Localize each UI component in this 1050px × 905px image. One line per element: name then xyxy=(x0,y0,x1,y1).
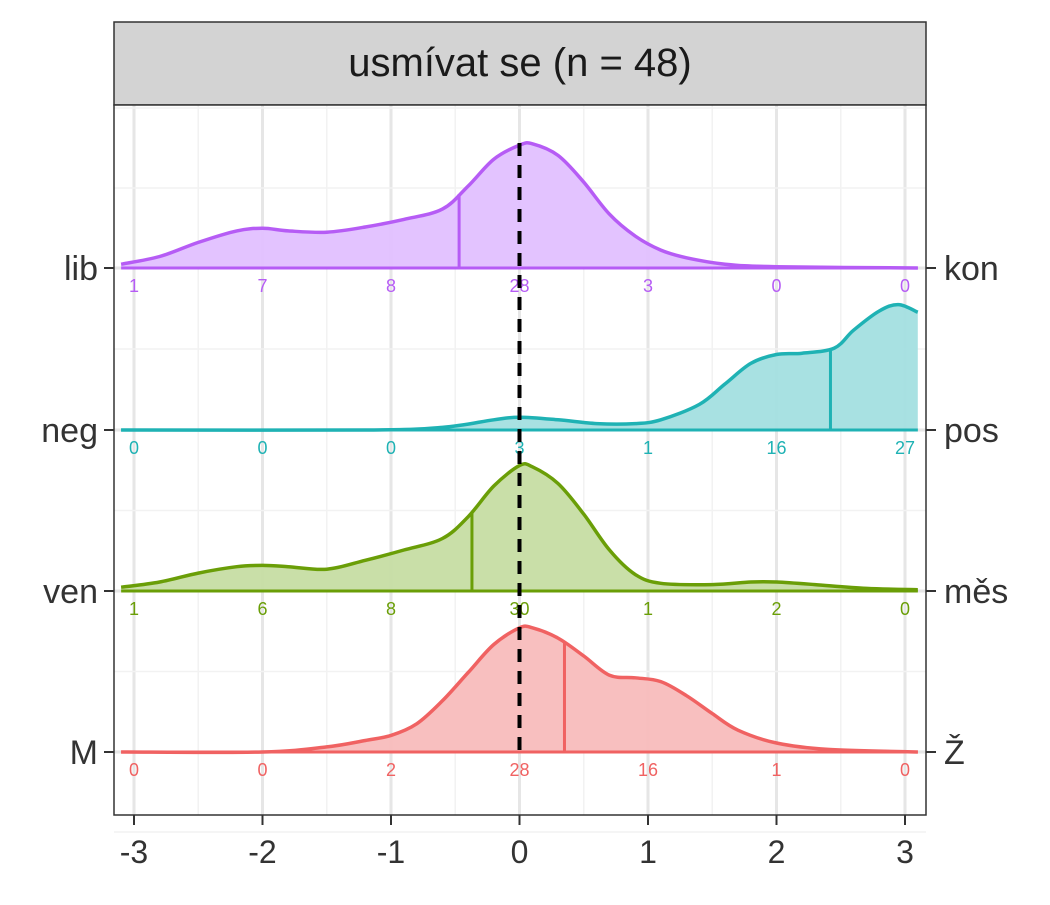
x-tick-label: -3 xyxy=(120,834,148,870)
count-label: 0 xyxy=(771,276,781,296)
y-label-right: kon xyxy=(944,250,999,288)
x-tick-label: -2 xyxy=(248,834,276,870)
y-label-left: M xyxy=(70,734,98,772)
strip-background xyxy=(113,21,927,106)
count-label: 3 xyxy=(643,276,653,296)
count-label: 1 xyxy=(129,599,139,619)
y-label-left: lib xyxy=(64,250,98,288)
count-label: 0 xyxy=(129,438,139,458)
count-label: 3 xyxy=(514,438,524,458)
count-label: 8 xyxy=(386,276,396,296)
count-label: 0 xyxy=(386,438,396,458)
count-label: 0 xyxy=(257,438,267,458)
count-label: 2 xyxy=(386,760,396,780)
count-label: 8 xyxy=(386,599,396,619)
count-label: 1 xyxy=(771,760,781,780)
density-curve xyxy=(121,624,918,755)
density-ridge-lib xyxy=(120,141,918,270)
density-curve xyxy=(121,302,919,432)
count-label: 0 xyxy=(900,276,910,296)
x-tick-label: -1 xyxy=(377,834,405,870)
count-label: 16 xyxy=(638,760,658,780)
x-tick-label: 1 xyxy=(639,834,657,870)
x-tick-label: 3 xyxy=(896,834,914,870)
density-curve xyxy=(120,462,918,592)
count-label: 1 xyxy=(643,438,653,458)
count-label: 0 xyxy=(257,760,267,780)
count-label: 1 xyxy=(129,276,139,296)
y-label-right: měs xyxy=(944,573,1008,611)
density-ridge-M xyxy=(121,624,918,755)
count-label: 2 xyxy=(771,599,781,619)
density-area xyxy=(121,142,918,268)
count-label: 1 xyxy=(643,599,653,619)
y-label-right: pos xyxy=(944,412,999,450)
y-label-left: ven xyxy=(43,573,98,611)
density-area xyxy=(121,626,918,753)
density-area xyxy=(121,304,918,431)
count-label: 7 xyxy=(257,276,267,296)
count-label: 0 xyxy=(129,760,139,780)
count-label: 16 xyxy=(766,438,786,458)
y-label-right: Ž xyxy=(944,734,965,772)
count-label: 0 xyxy=(900,599,910,619)
count-label: 27 xyxy=(895,438,915,458)
axis-layer: -3 -2 -1 0 1 2 3 lib kon neg pos ven měs M Ž xyxy=(41,250,1008,870)
count-labels: 1782830000031162716830120002281610 xyxy=(129,276,915,780)
chart-title: usmívat se (n = 48) xyxy=(348,41,691,85)
y-label-left: neg xyxy=(41,412,98,450)
density-curve xyxy=(120,141,918,270)
count-label: 6 xyxy=(257,599,267,619)
count-label: 0 xyxy=(900,760,910,780)
x-tick-label: 2 xyxy=(768,834,786,870)
x-tick-label: 0 xyxy=(511,834,529,870)
count-label: 28 xyxy=(509,760,529,780)
